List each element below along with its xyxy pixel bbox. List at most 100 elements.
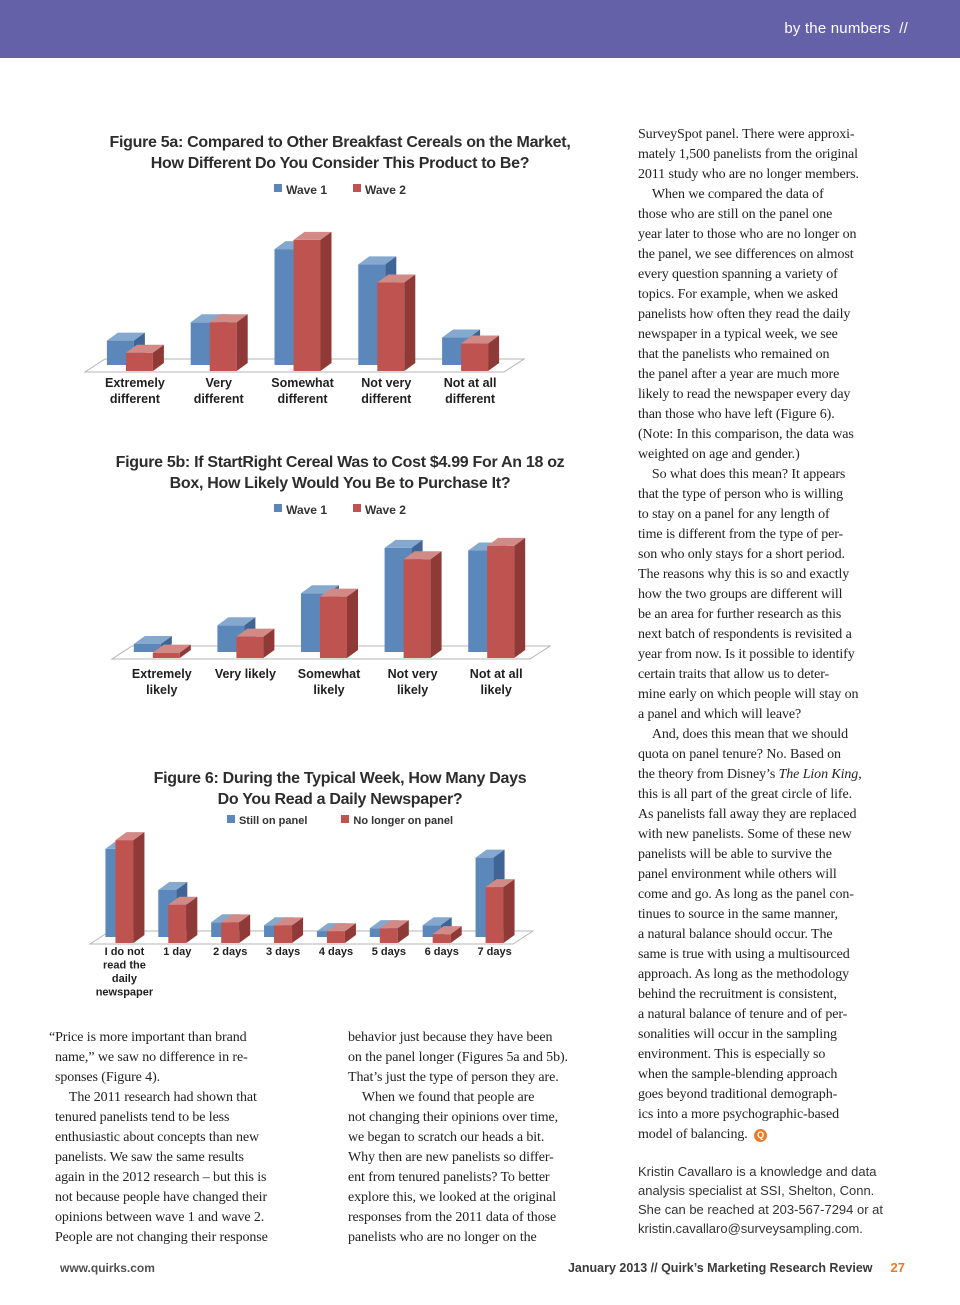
text-line: son who only stays for a short period.	[638, 547, 845, 562]
text-line: those who are still on the panel one	[638, 207, 833, 222]
x-axis-label: I do not read the daily newspaper	[96, 946, 154, 999]
bottom-middle-column: behavior just because they have been on t…	[348, 1028, 638, 1248]
figure-5b-title: Figure 5b: If StartRight Cereal Was to C…	[60, 452, 620, 494]
bar-chart-canvas: Extremely likely Very likely Somewhat likely…	[110, 537, 552, 697]
text-line: Figure 5b: If StartRight Cereal Was to C…	[115, 454, 565, 471]
figure-6: Figure 6: During the Typical Week, How M…	[60, 768, 620, 1009]
figure-5b-chart: Extremely likely Very likely Somewhat likely…	[60, 521, 620, 711]
text-line: (Note: In this comparison, the data was	[638, 427, 854, 442]
x-axis-label: Somewhat different	[271, 376, 334, 406]
text-line: when the sample-blending approach	[638, 1067, 838, 1082]
x-axis-label: Extremely different	[105, 376, 165, 406]
text-line: panelists who are no longer on the	[348, 1230, 537, 1245]
text-line: When we found that people are	[348, 1090, 535, 1105]
text-line: Box, How Likely Would You Be to Purchase…	[169, 475, 511, 492]
text-line: certain traits that allow us to deter-	[638, 667, 830, 682]
text-line: ics into a more psychographic-based	[638, 1107, 839, 1122]
text-line: not changing their opinions over time,	[348, 1110, 559, 1125]
text-line: every question spanning a variety of	[638, 267, 838, 282]
text-line: The 2011 research had shown that	[55, 1090, 257, 1105]
text-line: a panel and which will leave?	[638, 707, 802, 722]
text-line: As panelists fall away they are replaced	[638, 807, 857, 822]
text-line: panelists. We saw the same results	[55, 1150, 244, 1165]
text-line: 2011 study who are no longer members.	[638, 167, 859, 182]
text-line: time is different from the type of per-	[638, 527, 844, 542]
x-axis-label: 7 days	[477, 946, 511, 958]
figure-6-title: Figure 6: During the Typical Week, How M…	[60, 768, 620, 810]
text-line: Kristin Cavallaro is a knowledge and dat…	[638, 1164, 877, 1179]
bottom-left-column: “Price is more important than brand name,…	[49, 1028, 345, 1248]
text-line: So what does this mean? It appears	[638, 467, 846, 482]
legend-label: Wave 2	[365, 503, 406, 517]
x-axis-label: Not very likely	[388, 667, 438, 697]
figure-5a-title: Figure 5a: Compared to Other Breakfast C…	[60, 132, 620, 174]
text-line: model of balancing. Q	[638, 1125, 938, 1145]
footer-issue-label: January 2013 // Quirk’s Marketing Resear…	[567, 1261, 873, 1275]
text-line: ent from tenured panelists? To better	[348, 1170, 550, 1185]
text-line: behind the recruitment is consistent,	[638, 987, 837, 1002]
text-line: environment. This is especially so	[638, 1047, 826, 1062]
text-line: She can be reached at 203-567-7294 or at	[638, 1202, 884, 1217]
text-line: year from now. Is it possible to identif…	[638, 647, 855, 662]
text-line: approach. As long as the methodology	[638, 967, 850, 982]
legend-item: Wave 1	[274, 503, 327, 517]
end-of-article-icon: Q	[754, 1129, 768, 1142]
text-line: this is all part of the great circle of …	[638, 787, 852, 802]
text-line: we began to scratch our heads a bit.	[348, 1130, 545, 1145]
text-line: to stay on a panel for any length of	[638, 507, 830, 522]
text-line: opinions between wave 1 and wave 2.	[55, 1210, 265, 1225]
text-line: kristin.cavallaro@surveysampling.com.	[638, 1221, 863, 1236]
x-axis-label: Not very different	[361, 376, 412, 406]
text-line: SurveySpot panel. There were approxi-	[638, 127, 855, 142]
text-line: People are not changing their response	[55, 1230, 268, 1245]
text-line: responses from the 2011 data of those	[348, 1210, 557, 1225]
text-line: explore this, we looked at the original	[348, 1190, 556, 1205]
legend-swatch-icon	[274, 504, 283, 512]
text-line: analysis specialist at SSI, Shelton, Con…	[638, 1183, 875, 1198]
figure-5a-legend: Wave 1 Wave 2	[60, 183, 620, 197]
legend-item: Still on panel	[226, 815, 307, 827]
text-line: newspaper in a typical week, we see	[638, 327, 838, 342]
text-line: Figure 5a: Compared to Other Breakfast C…	[109, 134, 571, 151]
footer-website: www.quirks.com	[60, 1261, 155, 1275]
text-line: tenured panelists tend to be less	[55, 1110, 230, 1125]
x-axis-label: 3 days	[266, 946, 300, 958]
text-line: panelists how often they read the daily	[638, 307, 851, 322]
text-line: that the type of person who is willing	[638, 487, 844, 502]
text-line: next batch of respondents is revisited a	[638, 627, 852, 642]
text-line: How Different Do You Consider This Produ…	[150, 155, 530, 172]
text-line: And, does this mean that we should	[638, 727, 848, 742]
text-line: “Price is more important than brand	[49, 1030, 247, 1045]
figure-5a-chart: Extremely different Very different Somewhat d…	[60, 201, 620, 423]
text-line: Why then are new panelists so differ-	[348, 1150, 554, 1165]
x-axis-label: Not at all different	[444, 376, 497, 406]
x-axis-label: Extremely likely	[132, 667, 192, 697]
text-line: topics. For example, when we asked	[638, 287, 838, 302]
section-label: by the numbers //	[784, 20, 908, 37]
bar-chart-canvas: I do not read the daily newspaper 1 day 2 day…	[88, 832, 535, 999]
text-line: on the panel longer (Figures 5a and 5b).	[348, 1050, 568, 1065]
legend-swatch-icon	[353, 504, 361, 512]
figure-5b-legend: Wave 1 Wave 2	[60, 503, 620, 517]
x-axis-label: 4 days	[319, 946, 353, 958]
text-line: sponses (Figure 4).	[55, 1070, 161, 1085]
legend-label: Wave 1	[286, 503, 327, 517]
text-line: weighted on age and gender.)	[638, 447, 800, 462]
text-line: not because people have changed their	[55, 1190, 268, 1205]
figure-6-legend: Still on panel No longer on panel	[60, 815, 620, 827]
legend-item: Wave 2	[353, 503, 406, 517]
text-line: mine early on which people will stay on	[638, 687, 859, 702]
figure-6-chart: I do not read the daily newspaper 1 day 2 day…	[60, 831, 620, 1009]
text-line: mately 1,500 panelists from the original	[638, 147, 858, 162]
x-axis-label: Somewhat likely	[298, 667, 361, 697]
text-line: than those who have left (Figure 6).	[638, 407, 835, 422]
text-line: the panel, we see differences on almost	[638, 247, 854, 262]
text-line: name,” we saw no difference in re-	[55, 1050, 248, 1065]
text-line: The reasons why this is so and exactly	[638, 567, 850, 582]
text-line: sonalities will occur in the sampling	[638, 1027, 837, 1042]
header-band: by the numbers //	[0, 0, 960, 58]
figure-5a: Figure 5a: Compared to Other Breakfast C…	[60, 132, 620, 423]
text-line: panel environment while others will	[638, 867, 837, 882]
figure-5b: Figure 5b: If StartRight Cereal Was to C…	[60, 452, 620, 711]
text-line: same is true with using a multisourced	[638, 947, 850, 962]
